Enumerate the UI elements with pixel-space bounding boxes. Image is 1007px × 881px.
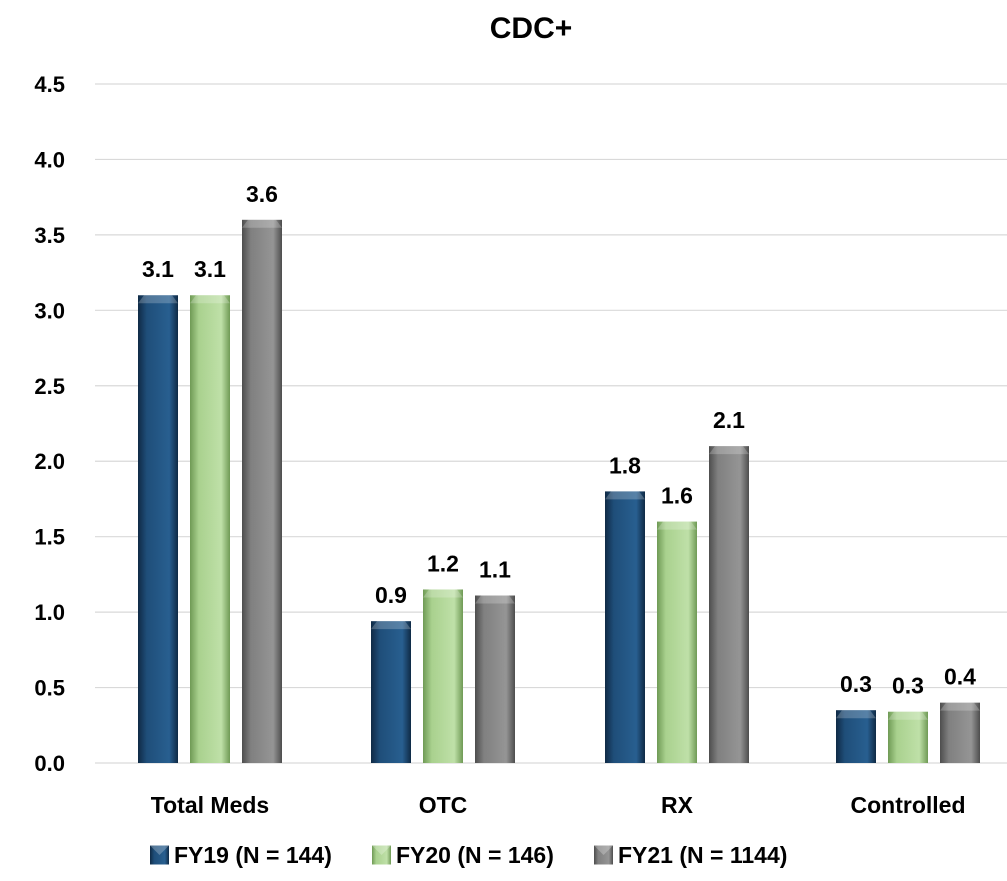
chart-title: CDC+ — [490, 12, 573, 45]
data-label: 0.9 — [375, 582, 407, 608]
legend-swatch-bevel — [594, 845, 613, 855]
data-label: 0.4 — [944, 664, 976, 690]
bar-bevel — [940, 702, 980, 711]
bar-body — [940, 702, 980, 763]
legend-label: FY20 (N = 146) — [396, 842, 554, 868]
bar — [709, 446, 749, 763]
y-tick-label: 3.0 — [34, 298, 65, 323]
bar-body — [605, 491, 645, 763]
data-label: 2.1 — [713, 407, 745, 433]
legend-label: FY21 (N = 1144) — [618, 842, 787, 868]
data-labels: 3.1 3.1 3.6 0.9 1.2 1.1 1.8 1.6 2.1 0.3 0.3 0.4 — [142, 181, 976, 699]
y-tick-label: 0.0 — [34, 751, 65, 776]
bar — [138, 295, 178, 763]
y-tick-label: 2.5 — [34, 374, 65, 399]
bar — [888, 711, 928, 763]
bar-body — [657, 521, 697, 763]
data-label: 1.6 — [661, 483, 693, 509]
bar-bevel — [475, 595, 515, 604]
bar-body — [138, 295, 178, 763]
x-category-label: OTC — [419, 792, 468, 818]
bar-bevel — [657, 521, 697, 530]
bar-body — [190, 295, 230, 763]
legend-swatch — [594, 845, 613, 865]
data-label: 3.1 — [194, 256, 226, 282]
bars — [138, 219, 980, 764]
bar-body — [371, 621, 411, 763]
bar-bevel — [605, 491, 645, 500]
y-tick-label: 4.0 — [34, 147, 65, 172]
data-label: 1.1 — [479, 557, 511, 583]
data-label: 0.3 — [840, 671, 872, 697]
legend-item: FY20 (N = 146) — [372, 842, 554, 868]
bar-body — [709, 446, 749, 763]
y-tick-label: 3.5 — [34, 223, 65, 248]
bar-bevel — [242, 219, 282, 228]
y-tick-label: 0.5 — [34, 676, 65, 701]
y-tick-label: 1.5 — [34, 525, 65, 550]
x-category-label: Total Meds — [151, 792, 269, 818]
bar — [940, 702, 980, 763]
legend-swatch — [372, 845, 391, 865]
bar — [836, 710, 876, 763]
data-label: 1.8 — [609, 452, 641, 478]
bar — [190, 295, 230, 763]
bar-body — [242, 219, 282, 764]
bar — [605, 491, 645, 763]
bar-bevel — [138, 295, 178, 304]
y-tick-label: 2.0 — [34, 449, 65, 474]
bar-body — [888, 711, 928, 763]
bar — [657, 521, 697, 763]
bar — [371, 621, 411, 763]
legend-swatch-bevel — [372, 845, 391, 855]
bar-bevel — [371, 621, 411, 630]
x-category-label: Controlled — [851, 792, 966, 818]
bar-body — [836, 710, 876, 763]
legend-label: FY19 (N = 144) — [174, 842, 332, 868]
gridlines — [95, 83, 1007, 764]
bar — [423, 589, 463, 763]
bar — [475, 595, 515, 763]
x-category-label: RX — [661, 792, 694, 818]
bar-body — [423, 589, 463, 763]
data-label: 1.2 — [427, 550, 459, 576]
bar-bevel — [709, 446, 749, 455]
bar-bevel — [836, 710, 876, 719]
legend: FY19 (N = 144) FY20 (N = 146) FY21 (N = 11… — [150, 842, 787, 868]
y-tick-label: 1.0 — [34, 600, 65, 625]
data-label: 3.6 — [246, 181, 278, 207]
bar-bevel — [888, 711, 928, 720]
legend-item: FY19 (N = 144) — [150, 842, 332, 868]
bar-bevel — [190, 295, 230, 304]
y-tick-label: 4.5 — [34, 72, 65, 97]
legend-item: FY21 (N = 1144) — [594, 842, 787, 868]
bar-body — [475, 595, 515, 763]
data-label: 0.3 — [892, 673, 924, 699]
legend-swatch-bevel — [150, 845, 169, 855]
bar-bevel — [423, 589, 463, 598]
legend-swatch — [150, 845, 169, 865]
y-axis-ticks: 0.0 0.5 1.0 1.5 2.0 2.5 3.0 3.5 4.0 4.5 — [34, 72, 65, 776]
x-axis-categories: Total Meds OTC RX Controlled — [151, 792, 966, 818]
data-label: 3.1 — [142, 256, 174, 282]
bar — [242, 219, 282, 764]
